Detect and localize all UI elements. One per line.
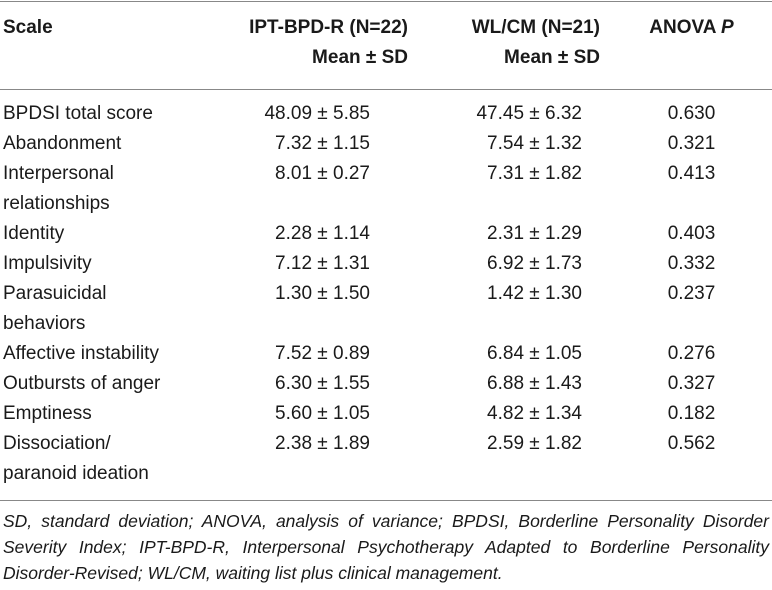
cell-wl-cm: 6.92 ± 1.73: [414, 249, 582, 279]
cell-ipt-bpd-r: 7.32 ± 1.15: [208, 129, 370, 159]
table-row: BPDSI total score 48.09 ± 5.85 47.45 ± 6.3…: [0, 99, 772, 129]
cell-anova-p: 0.237: [614, 279, 769, 309]
cell-anova-p: 0.630: [614, 99, 769, 129]
table-body: BPDSI total score 48.09 ± 5.85 47.45 ± 6.3…: [0, 99, 772, 489]
cell-ipt-bpd-r: 1.30 ± 1.50: [208, 279, 370, 309]
cell-scale: Interpersonal relationships: [3, 159, 203, 219]
top-rule: [0, 1, 772, 2]
cell-ipt-bpd-r: 7.52 ± 0.89: [208, 339, 370, 369]
cell-scale: Identity: [3, 219, 203, 249]
table-row: Affective instability 7.52 ± 0.89 6.84 ± 1…: [0, 339, 772, 369]
header-wl-cm: WL/CM (N=21) Mean ± SD: [414, 13, 600, 73]
cell-scale: Abandonment: [3, 129, 203, 159]
cell-wl-cm: 47.45 ± 6.32: [414, 99, 582, 129]
cell-anova-p: 0.182: [614, 399, 769, 429]
table-footnote: SD, standard deviation; ANOVA, analysis …: [3, 508, 769, 586]
cell-ipt-bpd-r: 5.60 ± 1.05: [208, 399, 370, 429]
header-ipt-line2: Mean ± SD: [208, 43, 408, 73]
header-scale: Scale: [3, 13, 53, 43]
table-row: Interpersonal relationships 8.01 ± 0.27 7.…: [0, 159, 772, 219]
cell-wl-cm: 6.84 ± 1.05: [414, 339, 582, 369]
header-wl-line2: Mean ± SD: [414, 43, 600, 73]
cell-anova-p: 0.413: [614, 159, 769, 189]
cell-wl-cm: 4.82 ± 1.34: [414, 399, 582, 429]
cell-scale: Impulsivity: [3, 249, 203, 279]
table-row: Impulsivity 7.12 ± 1.31 6.92 ± 1.73 0.332: [0, 249, 772, 279]
cell-wl-cm: 6.88 ± 1.43: [414, 369, 582, 399]
header-rule: [0, 89, 772, 90]
cell-scale: Dissociation/ paranoid ideation: [3, 429, 203, 489]
cell-ipt-bpd-r: 48.09 ± 5.85: [208, 99, 370, 129]
cell-wl-cm: 7.54 ± 1.32: [414, 129, 582, 159]
cell-anova-p: 0.562: [614, 429, 769, 459]
cell-scale: Outbursts of anger: [3, 369, 203, 399]
cell-scale: Emptiness: [3, 399, 203, 429]
cell-ipt-bpd-r: 2.28 ± 1.14: [208, 219, 370, 249]
bottom-rule: [0, 500, 772, 501]
header-anova-prefix: ANOVA: [649, 17, 721, 38]
table-row: Parasuicidal behaviors 1.30 ± 1.50 1.42 ± …: [0, 279, 772, 339]
header-ipt-bpd-r: IPT-BPD-R (N=22) Mean ± SD: [208, 13, 408, 73]
cell-anova-p: 0.403: [614, 219, 769, 249]
header-wl-line1: WL/CM (N=21): [414, 13, 600, 43]
table-page: Scale IPT-BPD-R (N=22) Mean ± SD WL/CM (…: [0, 0, 772, 590]
cell-anova-p: 0.332: [614, 249, 769, 279]
cell-ipt-bpd-r: 6.30 ± 1.55: [208, 369, 370, 399]
cell-wl-cm: 2.31 ± 1.29: [414, 219, 582, 249]
cell-scale: Affective instability: [3, 339, 203, 369]
table-row: Emptiness 5.60 ± 1.05 4.82 ± 1.34 0.182: [0, 399, 772, 429]
cell-anova-p: 0.327: [614, 369, 769, 399]
header-scale-label: Scale: [3, 13, 53, 43]
cell-anova-p: 0.321: [614, 129, 769, 159]
table-row: Outbursts of anger 6.30 ± 1.55 6.88 ± 1.43…: [0, 369, 772, 399]
header-anova-p-symbol: P: [721, 17, 734, 38]
cell-wl-cm: 7.31 ± 1.82: [414, 159, 582, 189]
table-row: Abandonment 7.32 ± 1.15 7.54 ± 1.32 0.321: [0, 129, 772, 159]
cell-ipt-bpd-r: 7.12 ± 1.31: [208, 249, 370, 279]
cell-ipt-bpd-r: 8.01 ± 0.27: [208, 159, 370, 189]
cell-wl-cm: 1.42 ± 1.30: [414, 279, 582, 309]
cell-scale: Parasuicidal behaviors: [3, 279, 203, 339]
cell-scale: BPDSI total score: [3, 99, 203, 129]
table-row: Identity 2.28 ± 1.14 2.31 ± 1.29 0.403: [0, 219, 772, 249]
header-anova-p: ANOVA P: [614, 13, 769, 43]
cell-anova-p: 0.276: [614, 339, 769, 369]
cell-ipt-bpd-r: 2.38 ± 1.89: [208, 429, 370, 459]
cell-wl-cm: 2.59 ± 1.82: [414, 429, 582, 459]
header-ipt-line1: IPT-BPD-R (N=22): [208, 13, 408, 43]
table-row: Dissociation/ paranoid ideation 2.38 ± 1.…: [0, 429, 772, 489]
